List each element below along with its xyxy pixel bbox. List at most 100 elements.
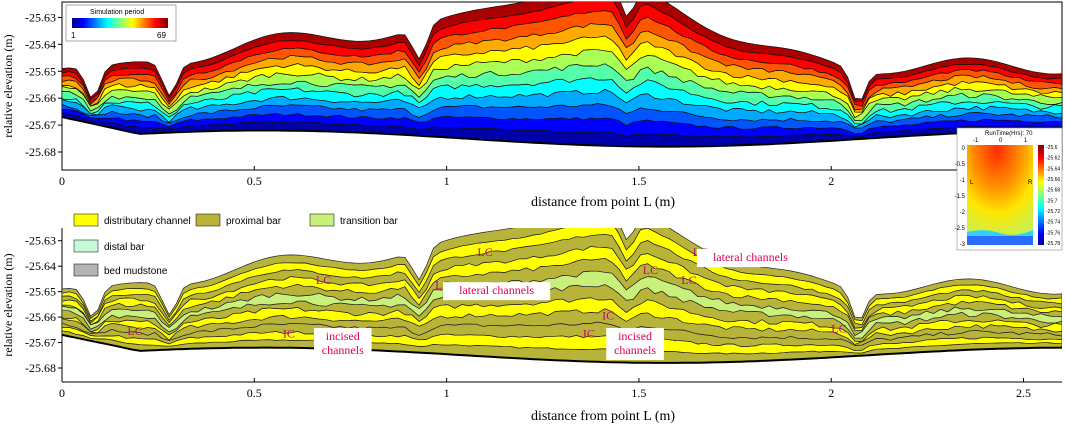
bottom-y-axis-label: relative elevation (m) [1,253,15,356]
annotation-box [606,328,664,360]
colorbar: Simulation period 1 69 [65,4,177,42]
inset-y-tick: -1 [960,178,966,184]
y-tick-label: -25.66 [25,310,56,324]
inset-xtick-2: 1 [1024,138,1028,144]
top-x-axis-label: distance from point L (m) [531,195,675,210]
x-tick-label: 1.5 [631,174,646,188]
inset-colorbar-tick: -25.76 [1046,230,1060,236]
legend-label-bed-mudstone: bed mudstone [104,266,168,277]
legend-label-distal-bar: distal bar [104,242,145,253]
facies-basal-surface [62,333,1062,364]
inset-y-tick: -2.5 [955,226,966,232]
x-tick-label: 0 [59,174,65,188]
annotation-box [696,249,805,268]
inset-y-tick: -1.5 [955,194,966,200]
y-tick-label: -25.64 [25,259,56,273]
annotation-ic: IC [602,309,614,323]
annotation-lc: LC [643,263,658,277]
top-strata [62,2,1062,148]
annotation-ic: IC [283,326,295,340]
inset-map: RunTime(Hrs): 70 -1 0 1 L R 0 -0.5 -1 -1.5 -… [955,127,1063,251]
annotation-lc: LC [127,324,142,338]
top-y-axis-label: relative elevation (m) [1,34,15,137]
inset-colorbar-tick: -25.64 [1046,166,1060,172]
inset-xtick-0: -1 [973,138,979,144]
annotation-box-text: lateral channels [713,250,788,264]
annotation-lc: LC [316,273,331,287]
inset-y-tick: 0 [962,146,966,152]
bottom-strata [62,228,1062,364]
x-tick-label: 2 [828,174,834,188]
legend-item-bed-mudstone: bed mudstone [73,263,168,277]
inset-colorbar-ticks: -25.6 -25.62 -25.64 -25.66 -25.68 -25.7 -25.72… [1046,145,1060,247]
legend-item-transition-bar: transition bar [309,213,398,227]
legend-swatch-distal-bar [73,239,99,253]
legend-swatch-transition-bar [309,213,335,227]
inset-colorbar-tick: -25.78 [1046,241,1060,247]
annotation-lc: LC [681,273,696,287]
inset-right-label: R [1028,180,1033,186]
annotation-box-text: channels [322,343,364,357]
y-tick-label: -25.68 [25,361,56,375]
inset-basin [967,235,1033,245]
stratum-band [62,2,1062,103]
annotation-lc: LC [831,321,846,335]
annotation-ic: IC [583,326,595,340]
colorbar-min-label: 1 [71,31,76,40]
annotation-lc: LC [477,245,492,259]
annotation-box-text: channels [614,343,656,357]
y-tick-label: -25.68 [25,145,56,159]
bottom-x-ticks: 0 0.5 1 1.5 2 2.5 [59,378,1031,400]
annotation-box-text: lateral channels [459,283,534,297]
legend-swatch-distributary-channel [73,213,99,227]
legend-swatch-bed-mudstone [73,263,99,277]
legend-swatch-proximal-bar [195,213,221,227]
legend-label-distributary-channel: distributary channel [104,216,191,227]
y-tick-label: -25.65 [25,285,56,299]
y-tick-label: -25.67 [25,118,56,132]
inset-colorbar-tick: -25.62 [1046,156,1060,162]
bottom-panel: -25.63 -25.64 -25.65 -25.66 -25.67 -25.68 0 0.… [1,213,1062,424]
annotation-box [443,282,551,301]
annotation-box-text: incised [618,329,652,343]
x-tick-label: 1.5 [631,386,646,400]
annotation-box-text: incised [326,329,360,343]
inset-colorbar [1038,145,1044,245]
inset-colorbar-tick: -25.7 [1046,198,1058,204]
y-tick-label: -25.63 [25,234,56,248]
inset-y-tick: -3 [960,242,966,248]
inset-left-label: L [970,180,974,186]
y-tick-label: -25.63 [25,10,56,24]
x-tick-label: 1 [444,174,450,188]
y-tick-label: -25.66 [25,91,56,105]
inset-colorbar-tick: -25.68 [1046,188,1060,194]
facies-annotations: LCLCLCLCLCLCLCLCICICIClateral channelsla… [127,245,847,360]
x-tick-label: 0 [59,386,65,400]
inset-xtick-1: 0 [999,138,1003,144]
inset-y-ticks: 0 -0.5 -1 -1.5 -2 -2.5 -3 [955,146,966,248]
legend-item-distributary-channel: distributary channel [73,213,191,227]
legend: distributary channel proximal bar transi… [73,213,398,277]
top-y-ticks: -25.63 -25.64 -25.65 -25.66 -25.67 -25.68 [25,10,62,159]
inset-colorbar-tick: -25.74 [1046,220,1060,226]
top-panel: -25.63 -25.64 -25.65 -25.66 -25.67 -25.68 0 0.… [1,1,1063,210]
legend-label-transition-bar: transition bar [340,216,398,227]
annotation-box [313,328,372,360]
inset-title: RunTime(Hrs): 70 [985,131,1033,137]
inset-colorbar-tick: -25.6 [1046,145,1058,151]
y-tick-label: -25.65 [25,64,56,78]
inset-y-tick: -0.5 [955,162,966,168]
x-tick-label: 1 [444,386,450,400]
bottom-x-axis-label: distance from point L (m) [531,409,675,424]
y-tick-label: -25.67 [25,336,56,350]
facies-band [62,228,1062,321]
inset-y-tick: -2 [960,210,966,216]
x-tick-label: 2 [828,386,834,400]
x-tick-label: 2.5 [1016,386,1031,400]
inset-colorbar-tick: -25.72 [1046,209,1060,215]
colorbar-max-label: 69 [157,31,166,40]
legend-label-proximal-bar: proximal bar [226,216,282,227]
basal-surface [62,116,1062,148]
colorbar-title: Simulation period [90,9,144,16]
